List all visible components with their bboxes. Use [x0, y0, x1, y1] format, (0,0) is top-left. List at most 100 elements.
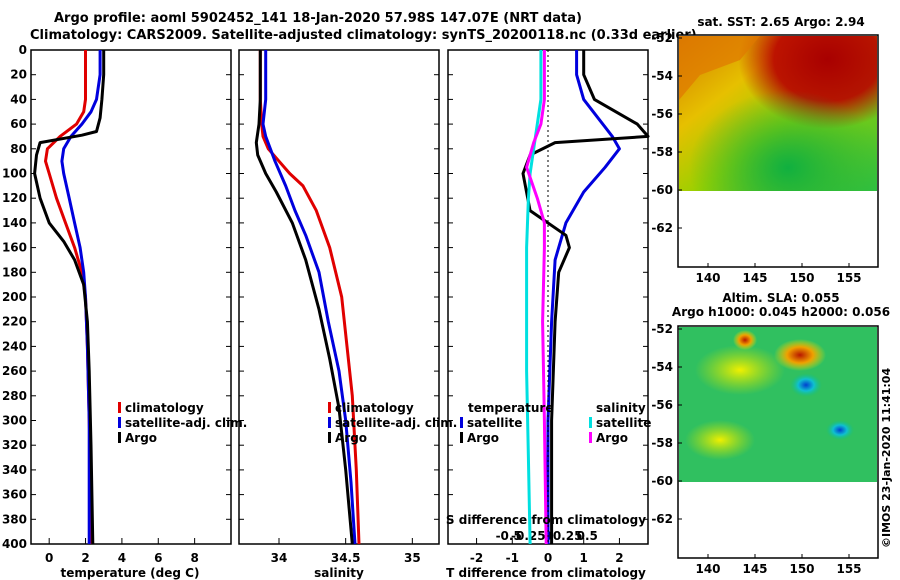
depth-tick-label: 380	[2, 512, 27, 526]
difference-series	[521, 50, 650, 545]
series-argo	[33, 50, 106, 545]
x-tick-label: 6	[154, 551, 162, 565]
x-tick-label: 2	[81, 551, 89, 565]
depth-tick-label: 100	[2, 167, 27, 181]
legend-satellite-label: satellite-adj. clim.	[335, 416, 457, 430]
difference-legend: temperature satellite Argo salinity sate…	[460, 401, 651, 445]
salinity-axis-label: salinity	[314, 566, 364, 580]
depth-tick-label: 360	[2, 488, 27, 502]
lat-tick-label: -58	[651, 436, 673, 450]
lat-tick-label: -62	[651, 512, 673, 526]
temperature-plot-frame	[30, 49, 232, 545]
legend-argo-label: Argo	[335, 431, 367, 445]
title-line-2: Climatology: CARS2009. Satellite-adjuste…	[30, 28, 697, 43]
legend-t-satellite-label: satellite	[467, 416, 522, 430]
depth-tick-label: 260	[2, 364, 27, 378]
t-difference-axis: -2 -1 0 1 2	[470, 538, 624, 565]
depth-axis: 0 20 40 60 80 100 120 140 160 180 200 220 240 260 280 3…	[2, 43, 648, 551]
legend-s-argo-label: Argo	[596, 431, 628, 445]
lon-tick-label: 140	[695, 562, 720, 576]
lat-tick-label: -58	[651, 145, 673, 159]
t-difference-axis-label: T difference from climatology	[446, 566, 646, 580]
depth-tick-label: 80	[10, 142, 27, 156]
legend-satellite-label: satellite-adj. clim.	[125, 416, 247, 430]
salinity-panel: 34 34.5 35 climatology satellite-adj. clim…	[238, 49, 457, 580]
depth-tick-label: 0	[19, 43, 27, 57]
sst-map: sat. SST: 2.65 Argo: 2.94 -52 -54 -56 -58 -6…	[651, 15, 879, 285]
x-tick-label: 0	[544, 551, 552, 565]
x-tick-label: 4	[118, 551, 126, 565]
depth-tick-label: 180	[2, 265, 27, 279]
legend-t-argo-swatch	[460, 432, 463, 443]
temperature-axis-label: temperature (deg C)	[61, 566, 200, 580]
depth-tick-label: 240	[2, 339, 27, 353]
series-satellite-adj-clim-	[60, 50, 102, 544]
legend-t-satellite-swatch	[460, 417, 463, 428]
legend-argo-label: Argo	[125, 431, 157, 445]
series-argo	[254, 50, 354, 545]
sst-orange-band	[679, 36, 760, 100]
series-satellite-adj-clim-	[261, 50, 357, 545]
legend-climatology-label: climatology	[335, 401, 414, 415]
credit-text: ©IMOS 23-Jan-2020 11:41:04	[880, 368, 893, 548]
sla-map: Altim. SLA: 0.055 Argo h1000: 0.045 h200…	[651, 291, 890, 576]
lat-tick-label: -56	[651, 398, 673, 412]
x-tick-label: -1	[506, 551, 519, 565]
x-tick-label: 2	[615, 551, 623, 565]
x-tick-label: -2	[470, 551, 483, 565]
depth-tick-label: 200	[2, 290, 27, 304]
series-s-satellite	[525, 50, 543, 545]
depth-tick-label: 160	[2, 241, 27, 255]
lon-tick-label: 145	[742, 271, 767, 285]
depth-tick-label: 280	[2, 389, 27, 403]
legend-climatology-swatch	[328, 402, 331, 413]
series-t-argo	[521, 50, 650, 544]
legend-satellite-swatch	[118, 417, 121, 428]
lat-tick-label: -56	[651, 107, 673, 121]
lon-tick-label: 140	[695, 271, 720, 285]
legend-s-satellite-swatch	[589, 417, 592, 428]
lat-tick-label: -60	[651, 183, 673, 197]
sla-yellow-patch-2	[685, 420, 755, 460]
depth-tick-label: 220	[2, 315, 27, 329]
lat-tick-label: -54	[651, 360, 673, 374]
legend-climatology-label: climatology	[125, 401, 204, 415]
title-line-1: Argo profile: aoml 5902452_141 18-Jan-20…	[54, 11, 582, 26]
sla-map-title-1: Altim. SLA: 0.055	[722, 291, 839, 305]
salinity-series	[254, 50, 361, 545]
temperature-panel: 0204060801001201401601802002202402602803…	[2, 43, 648, 580]
lon-tick-label: 155	[836, 271, 861, 285]
series-s-argo	[525, 50, 548, 545]
x-tick-label: 34	[271, 551, 288, 565]
s-difference-axis: -0.5-0.250 0.250.5	[496, 529, 598, 543]
depth-tick-label: 60	[10, 117, 27, 131]
sst-map-axes: -52 -54 -56 -58 -60 -62 140 145 150 155	[651, 31, 861, 285]
sla-yellow-patch	[695, 345, 785, 395]
x-tick-label: 8	[190, 551, 198, 565]
sst-map-title: sat. SST: 2.65 Argo: 2.94	[697, 15, 864, 29]
depth-tick-label: 300	[2, 414, 27, 428]
sla-low-anomaly	[790, 373, 822, 397]
series-climatology	[258, 50, 361, 545]
x-tick-label: 34.5	[331, 551, 361, 565]
depth-tick-label: 320	[2, 438, 27, 452]
lat-tick-label: -60	[651, 474, 673, 488]
lat-tick-label: -54	[651, 69, 673, 83]
sla-map-title-2: Argo h1000: 0.045 h2000: 0.056	[672, 305, 890, 319]
salinity-legend: climatology satellite-adj. clim. Argo	[328, 401, 457, 445]
difference-panel: -2 -1 0 1 2 -0.5-0.25 0 0.250.5 temperature sa…	[446, 49, 651, 580]
legend-salinity-title: salinity	[596, 401, 646, 415]
x-tick-label: 1	[580, 551, 588, 565]
legend-satellite-swatch	[328, 417, 331, 428]
depth-tick-label: 120	[2, 191, 27, 205]
lon-tick-label: 150	[789, 562, 814, 576]
lon-tick-label: 155	[836, 562, 861, 576]
series-t-satellite	[546, 50, 621, 544]
s-tick-label: 0.25	[553, 529, 583, 543]
salinity-plot-frame	[238, 49, 440, 545]
legend-t-argo-label: Argo	[467, 431, 499, 445]
sla-low-anomaly-2	[826, 420, 854, 440]
depth-tick-label: 140	[2, 216, 27, 230]
s-tick-label: 0.5	[577, 529, 598, 543]
temperature-axis: 0 2 4 6 8	[45, 538, 199, 565]
